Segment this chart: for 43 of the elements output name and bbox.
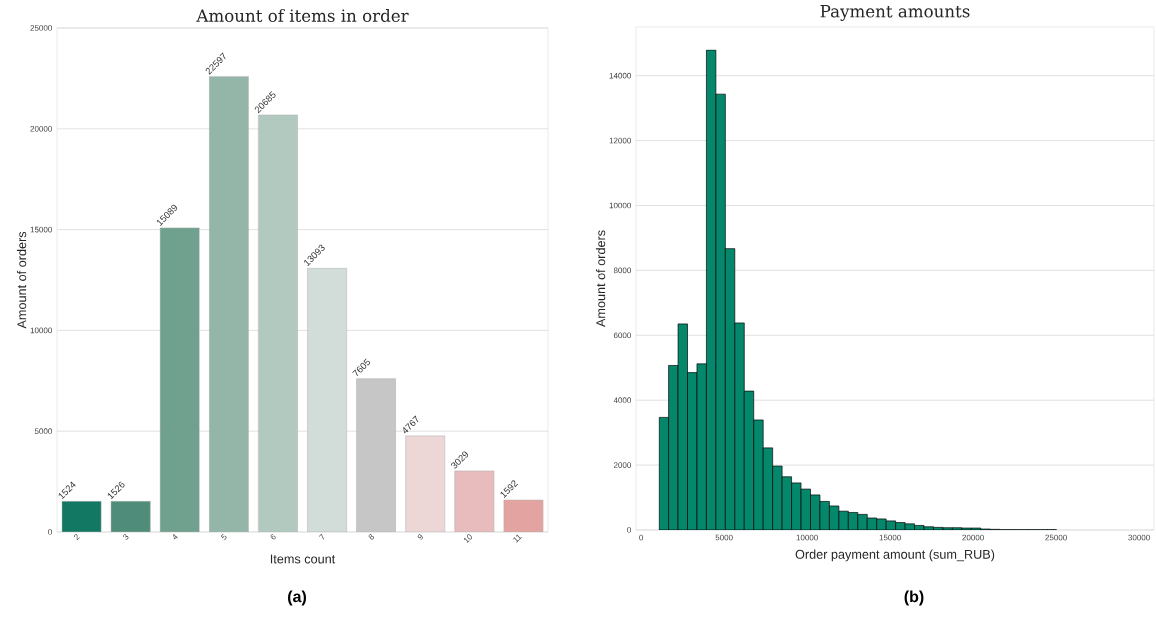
y-tick-label: 12000 [609,137,631,144]
y-tick-label: 0 [48,529,52,535]
x-tick-label: 11 [513,534,522,543]
y-tick-label: 10000 [30,327,52,334]
x-tick-label: 25000 [1045,534,1067,541]
y-tick-label: 10000 [609,202,631,209]
chart-title: Amount of items in order [196,9,409,22]
y-tick-label: 8000 [613,267,631,274]
x-tick-label: 8 [368,534,374,540]
y-axis-title: Amount of orders [595,230,606,328]
bar [110,500,151,532]
y-tick-label: 15000 [30,226,52,233]
bar [356,378,397,532]
x-tick-label: 7 [318,533,325,540]
x-tick-label: 2 [74,534,80,541]
y-tick-label: 4000 [613,397,631,404]
x-tick-label: 20000 [962,534,984,541]
y-tick-label: 20000 [30,125,52,132]
x-tick-label: 10 [463,534,472,544]
x-axis-title: Items count [270,554,336,564]
y-tick-label: 2000 [613,462,631,468]
x-tick-label: 3 [123,534,129,540]
text: (b) [904,590,924,606]
y-tick-label: 25000 [30,25,52,31]
y-tick-label: 0 [627,527,631,533]
text: (a) [288,590,306,606]
x-tick-label: 15000 [879,534,901,541]
x-tick-label: 6 [270,534,276,540]
chart-title: Payment amounts [820,5,970,21]
x-tick-label: 5000 [715,534,733,541]
y-axis-title: Amount of orders [16,231,27,329]
y-tick-label: 6000 [613,332,631,339]
bar [61,500,102,532]
y-tick-label: 14000 [609,72,631,79]
x-tick-label: 30000 [1128,534,1150,541]
x-tick-label: 5 [220,533,227,540]
x-tick-label: 9 [417,534,423,540]
x-tick-label: 4 [173,534,178,540]
x-tick-label: 10000 [796,534,818,541]
y-tick-label: 5000 [34,428,52,435]
x-tick-label: 0 [639,534,644,541]
x-axis-title: Order payment amount (sum_RUB) [795,549,995,562]
bar [454,470,495,532]
